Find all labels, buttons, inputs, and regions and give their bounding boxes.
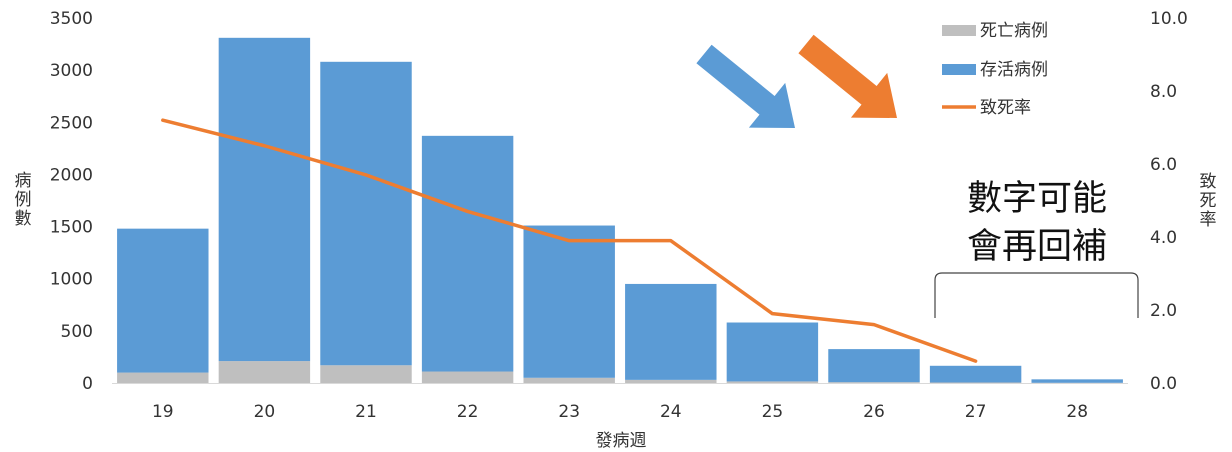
y2-axis-title-char: 死 [1200,191,1217,211]
x-tick-label: 27 [965,402,987,422]
annotation-line-2: 會再回補 [967,227,1107,267]
x-tick-label: 24 [660,402,682,422]
bar-survivors-25 [726,322,819,382]
bar-deaths-19 [117,372,209,383]
y2-axis-ticks: 0.0 2.0 4.0 6.0 8.0 10.0 [1150,9,1188,394]
bar-deaths-21 [320,365,412,383]
x-axis-title: 發病週 [596,431,647,451]
bar-survivors-22 [421,135,514,372]
bar-survivors-24 [625,283,717,380]
y-axis-ticks: 0 500 1000 1500 2000 2500 3000 3500 [50,9,93,394]
x-axis-ticks: 19 20 21 22 23 24 25 26 27 28 [152,402,1088,422]
y2-tick-label: 10.0 [1150,9,1188,29]
bar-survivors-20 [218,37,311,362]
x-tick-label: 19 [152,402,174,422]
y-tick-label: 3000 [50,61,93,81]
bar-deaths-24 [625,379,717,383]
annotation-bracket [934,272,1139,318]
bar-deaths-25 [726,381,819,383]
x-tick-label: 21 [355,402,377,422]
bar-deaths-26 [828,382,920,383]
bar-survivors-19 [117,228,209,373]
y2-axis-title: 致死率 [1200,172,1217,230]
y-tick-label: 3500 [50,9,93,29]
y-axis-title: 病例數 [15,171,32,229]
y2-tick-label: 8.0 [1150,82,1177,102]
annotation: 數字可能 會再回補 [934,179,1139,318]
lines [161,118,978,363]
arrows [696,34,897,129]
legend-swatch [942,64,976,75]
y-tick-label: 500 [61,322,93,342]
bar-deaths-20 [218,361,311,383]
y2-tick-label: 2.0 [1150,301,1177,321]
blue-arrow [696,44,795,129]
bar-survivors-27 [929,365,1022,383]
y2-tick-label: 4.0 [1150,228,1177,248]
y-tick-label: 0 [82,374,93,394]
bar-deaths-22 [421,371,514,383]
legend-label: 存活病例 [980,60,1048,80]
bar-deaths-23 [523,377,615,383]
bar-survivors-23 [523,225,615,378]
y-tick-label: 1000 [50,270,93,290]
y-axis-title-char: 病 [15,171,32,191]
y2-axis-title-char: 致 [1200,172,1217,192]
x-tick-label: 26 [863,402,885,422]
x-tick-label: 28 [1066,402,1088,422]
y-tick-label: 2000 [50,165,93,185]
y-axis-title-char: 例 [15,190,32,210]
y-tick-label: 1500 [50,218,93,238]
orange-arrow [798,34,897,119]
y2-tick-label: 6.0 [1150,155,1177,175]
bar-survivors-21 [320,61,412,366]
legend-label: 死亡病例 [980,21,1048,41]
line-fatality-rate [161,118,978,363]
y-tick-label: 2500 [50,113,93,133]
y2-axis-title-char: 率 [1200,210,1217,230]
bar-survivors-28 [1031,379,1123,383]
x-tick-label: 22 [457,402,479,422]
y2-tick-label: 0.0 [1150,374,1177,394]
x-tick-label: 23 [558,402,580,422]
y-axis-title-char: 數 [15,209,32,229]
bar-deaths-27 [929,382,1022,383]
legend-label: 致死率 [980,98,1031,118]
annotation-line-1: 數字可能 [967,179,1107,219]
bar-survivors-26 [828,349,920,383]
legend-swatch [942,25,976,36]
x-tick-label: 20 [254,402,276,422]
x-tick-label: 25 [762,402,784,422]
bars [117,37,1123,383]
